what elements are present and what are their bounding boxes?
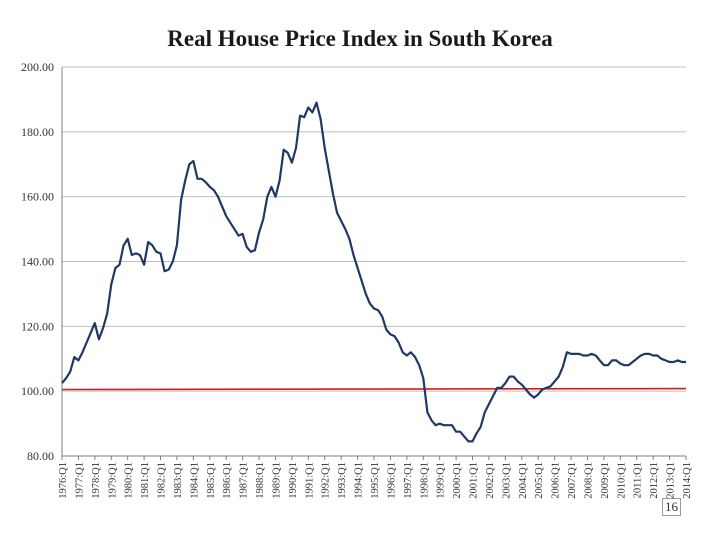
x-tick-label: 1979:Q1 xyxy=(107,462,118,499)
y-tick-label: 200.00 xyxy=(21,60,54,74)
x-tick-label: 2008:Q1 xyxy=(583,462,594,499)
y-tick-label: 80.00 xyxy=(27,449,54,463)
x-tick-label: 2009:Q1 xyxy=(600,462,611,499)
y-tick-label: 120.00 xyxy=(21,319,54,333)
x-tick-labels: 1976:Q1 1977:Q1 1978:Q1 1979:Q1 1980:Q1 1981:… xyxy=(58,462,693,499)
y-tick-label: 160.00 xyxy=(21,190,54,204)
house-price-series-line xyxy=(61,101,686,443)
y-tick-label: 180.00 xyxy=(21,125,54,139)
x-tick-label: 1983:Q1 xyxy=(173,462,184,499)
y-tick-labels: 80.00 100.00 120.00 140.00 160.00 180.00 200.0… xyxy=(21,60,54,463)
x-tick-label: 1987:Q1 xyxy=(239,462,250,499)
x-tick-label: 1978:Q1 xyxy=(91,462,102,499)
y-tick-label: 140.00 xyxy=(21,255,54,269)
x-tick-label: 1985:Q1 xyxy=(206,462,217,499)
x-tick-label: 2007:Q1 xyxy=(567,462,578,499)
grid-lines xyxy=(62,66,686,392)
x-tick-label: 2012:Q1 xyxy=(649,462,660,499)
x-tick-label: 1977:Q1 xyxy=(74,462,85,499)
x-tick-label: 1976:Q1 xyxy=(58,462,69,499)
baseline-series-line xyxy=(61,387,687,391)
x-tick-label: 1996:Q1 xyxy=(386,462,397,499)
x-tick-label: 1982:Q1 xyxy=(157,462,168,499)
x-tick-label: 1991:Q1 xyxy=(304,462,315,499)
x-tick-label: 1992:Q1 xyxy=(321,462,332,499)
x-tick-label: 2011:Q1 xyxy=(633,462,644,498)
chart-title: Real House Price Index in South Korea xyxy=(167,26,553,51)
x-tick-label: 1988:Q1 xyxy=(255,462,266,499)
x-tick-label: 1999:Q1 xyxy=(436,462,447,499)
x-tick-label: 1998:Q1 xyxy=(419,462,430,499)
x-tick-label: 2001:Q1 xyxy=(469,462,480,499)
x-tick-label: 1995:Q1 xyxy=(370,462,381,499)
x-tick-label: 1990:Q1 xyxy=(288,462,299,499)
x-tick-label: 2013:Q1 xyxy=(666,462,677,499)
y-tick-label: 100.00 xyxy=(21,384,54,398)
x-tick-label: 2004:Q1 xyxy=(518,462,529,499)
x-tick-label: 2014:Q1 xyxy=(682,462,693,499)
x-tick-label: 1994:Q1 xyxy=(354,462,365,499)
page-number: 16 xyxy=(662,498,681,516)
x-tick-label: 1984:Q1 xyxy=(189,462,200,499)
x-tick-label: 1986:Q1 xyxy=(222,462,233,499)
x-tick-label: 1980:Q1 xyxy=(124,462,135,499)
x-tick-label: 2000:Q1 xyxy=(452,462,463,499)
x-tick-label: 1993:Q1 xyxy=(337,462,348,499)
x-tick-label: 2006:Q1 xyxy=(551,462,562,499)
x-tick-label: 2003:Q1 xyxy=(501,462,512,499)
x-tick-label: 2010:Q1 xyxy=(616,462,627,499)
x-tick-label: 2005:Q1 xyxy=(534,462,545,499)
x-tick-label: 1981:Q1 xyxy=(140,462,151,499)
series-lines xyxy=(61,101,687,443)
x-tick-label: 1997:Q1 xyxy=(403,462,414,499)
x-tick-label: 2002:Q1 xyxy=(485,462,496,499)
axes xyxy=(61,67,687,460)
x-tick-label: 1989:Q1 xyxy=(271,462,282,499)
